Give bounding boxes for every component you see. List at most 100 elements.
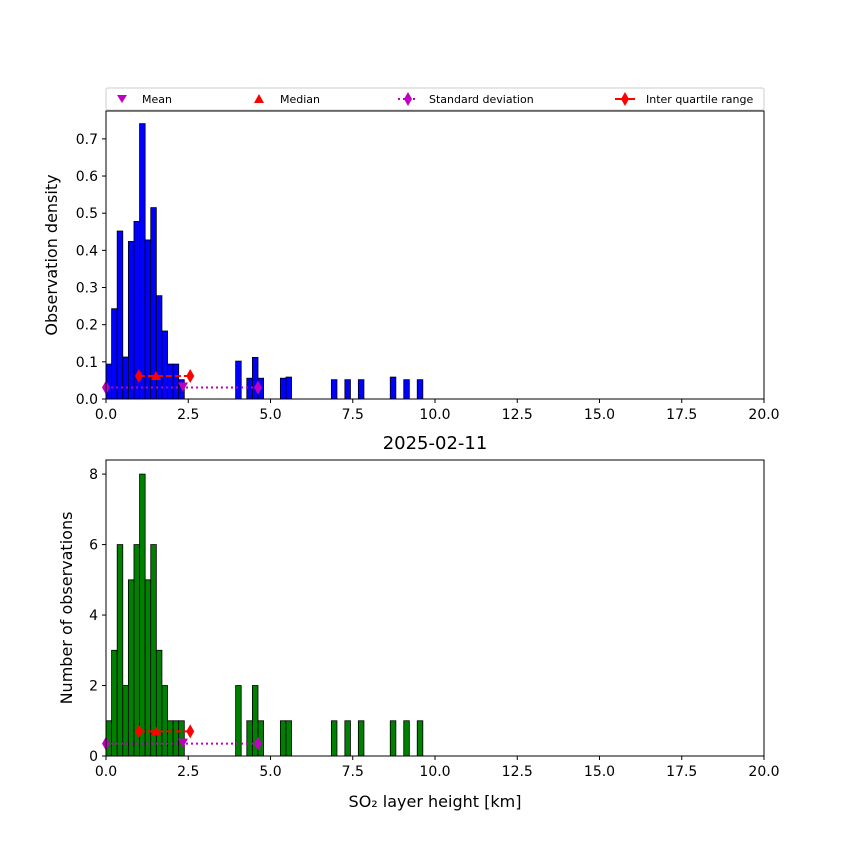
legend-item-iqr: Inter quartile range [615,92,753,106]
density-y-tick-label: 0.3 [76,281,98,297]
count-bar [416,720,424,757]
density-x-tick-label: 12.5 [502,407,533,423]
count-x-tick-label: 7.5 [342,764,364,780]
density-y-tick-label: 0.0 [76,392,98,408]
count-iqr-marker [186,724,195,739]
count-x-tick-label: 2.5 [177,764,199,780]
density-bar [127,241,135,400]
density-panel: 0.0 2.5 5.0 7.5 10.0 12.5 15.0 17.5 20.0 0.00.10… [42,110,780,423]
density-bar [246,377,253,400]
count-bar [246,720,253,757]
count-bar [357,720,365,757]
density-y-tick-label: 0.5 [76,206,98,222]
count-x-tick-label: 20.0 [748,764,779,780]
count-bar [116,544,124,757]
density-x-tick-label: 20.0 [748,407,779,423]
density-iqr-marker [186,368,195,383]
count-y-tick-label: 4 [89,608,98,624]
density-x-tick-label: 0.0 [95,407,117,423]
density-bar [279,377,287,400]
count-bar [330,720,338,757]
count-bar [403,720,410,757]
density-bar [150,207,157,400]
density-y-ticks: 0.0 0.1 0.2 0.3 0.4 0.5 0.6 0.7 [76,132,106,408]
count-y-tick-label: 6 [89,538,98,554]
density-iqr-marker [134,368,143,383]
count-x-tick-label: 0.0 [95,764,117,780]
legend-label-iqr: Inter quartile range [646,93,753,106]
count-x-tick-label: 10.0 [419,764,450,780]
iqr-marker-icon [621,92,629,106]
density-bar [167,363,174,400]
density-bar [161,330,168,400]
count-bar [122,685,129,757]
density-x-tick-label: 10.0 [419,407,450,423]
count-x-tick-label: 15.0 [584,764,615,780]
count-bar [127,579,135,757]
count-x-ticks: 0.0 2.5 5.0 7.5 10.0 12.5 15.0 17.5 20.0 [95,756,780,780]
x-axis-label: SO₂ layer height [km] [349,792,522,811]
density-x-tick-label: 5.0 [259,407,281,423]
count-std-marker [253,736,262,751]
count-panel: 2025-02-11 0.0 2.5 5.0 7.5 10.0 12.5 15.0 17.5 2… [57,433,780,811]
density-bar [344,379,351,400]
density-std-marker [253,380,262,395]
density-bar [105,363,112,400]
density-bar [155,295,163,400]
density-bar [416,379,424,400]
density-y-tick-label: 0.7 [76,132,98,148]
legend-item-std: Standard deviation [398,92,534,106]
density-y-tick-label: 0.1 [76,355,98,371]
count-bar [172,720,180,757]
chart-title: 2025-02-11 [383,433,488,454]
mean-marker-icon [117,95,127,103]
density-bar [285,376,292,400]
density-x-tick-label: 17.5 [666,407,697,423]
density-x-tick-label: 15.0 [584,407,615,423]
count-y-ticks: 0 2 4 6 8 [89,467,106,765]
density-mean-marker [177,382,188,392]
count-iqr-marker [134,724,143,739]
count-bar [389,720,397,757]
count-bar [178,720,185,757]
density-bar [330,379,338,400]
count-bar [161,685,168,757]
density-y-tick-label: 0.4 [76,243,98,259]
count-x-tick-label: 17.5 [666,764,697,780]
legend-label-mean: Mean [142,93,172,106]
median-marker-icon [254,94,264,103]
density-bar [139,123,146,400]
std-marker-icon [404,92,412,106]
count-bar [144,579,152,757]
count-y-tick-label: 2 [89,679,98,695]
count-bar [285,720,292,757]
density-x-tick-label: 2.5 [177,407,199,423]
density-y-tick-label: 0.6 [76,169,98,185]
count-bar [111,649,118,757]
density-bar [111,308,118,400]
count-bar [155,649,163,757]
count-bar [235,685,242,757]
count-mean-marker [177,738,188,748]
density-bar [357,379,365,400]
density-bar [116,230,124,400]
density-y-axis-label: Observation density [42,174,61,335]
count-bar [150,544,157,757]
legend-item-median: Median [254,93,320,106]
legend: Mean Median Standard deviation Inter qua… [105,87,765,111]
count-y-axis-label: Number of observations [57,512,76,705]
density-median-marker [151,370,162,380]
count-bar [344,720,351,757]
count-stats [102,724,262,751]
count-y-tick-label: 0 [89,749,98,765]
count-bar [167,720,174,757]
density-bar [122,356,129,400]
count-y-tick-label: 8 [89,467,98,483]
legend-item-mean: Mean [117,93,172,106]
count-x-tick-label: 12.5 [502,764,533,780]
count-median-marker [151,726,162,736]
density-bar [172,363,180,400]
density-y-tick-label: 0.2 [76,318,98,334]
count-bar [133,544,140,757]
